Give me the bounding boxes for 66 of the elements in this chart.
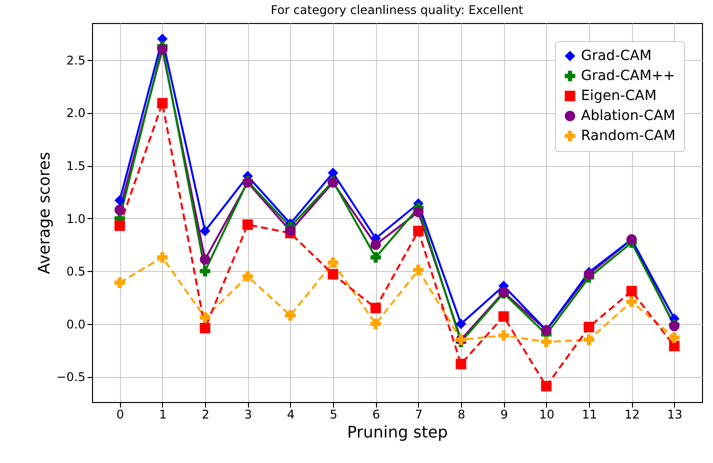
x-tick-label: 4 — [287, 408, 295, 422]
y-tick-label: 0.0 — [66, 317, 86, 332]
x-tick-label: 8 — [458, 408, 466, 422]
point — [200, 226, 210, 236]
x-tick-label: 1 — [159, 408, 167, 422]
x-tick-label: 3 — [244, 408, 252, 422]
y-tick-label: 1.5 — [66, 159, 86, 174]
legend-label: Ablation-CAM — [581, 108, 676, 124]
x-tick-label: 5 — [330, 408, 338, 422]
point — [328, 269, 338, 280]
x-tick-label: 11 — [582, 408, 598, 422]
point — [456, 318, 466, 330]
point — [114, 204, 125, 216]
point — [370, 239, 381, 250]
chart-title: For category cleanliness quality: Excellent — [270, 3, 524, 17]
point — [541, 336, 552, 348]
x-tick-label: 13 — [667, 408, 682, 422]
point — [413, 206, 424, 218]
x-tick-label: 10 — [539, 408, 554, 422]
point — [541, 380, 552, 392]
x-tick-label: 7 — [415, 408, 423, 422]
point — [242, 219, 253, 230]
point — [157, 44, 168, 55]
y-tick-label: −0.5 — [56, 370, 86, 384]
point — [200, 312, 210, 323]
point — [626, 296, 637, 307]
y-tick-label: 2.5 — [66, 53, 86, 68]
point — [584, 322, 594, 332]
x-tick-label: 6 — [372, 408, 380, 422]
y-tick-label: 0.5 — [66, 264, 86, 279]
legend-label: Eigen-CAM — [581, 88, 657, 104]
point — [157, 98, 168, 108]
point — [285, 310, 296, 321]
point — [498, 311, 509, 322]
point — [498, 330, 509, 341]
point — [584, 334, 594, 345]
point — [584, 269, 594, 280]
legend-label: Random-CAM — [581, 128, 676, 144]
y-tick-label: 2.0 — [66, 106, 86, 120]
point — [669, 332, 680, 343]
x-tick-label: 12 — [624, 408, 640, 422]
point — [413, 226, 424, 236]
y-axis-title: Average scores — [34, 152, 54, 274]
x-tick-label: 9 — [500, 408, 508, 422]
legend-label: Grad-CAM — [581, 48, 652, 64]
point — [669, 340, 680, 352]
point — [200, 266, 210, 276]
point — [157, 252, 168, 263]
y-tick-label: 1.0 — [66, 212, 86, 226]
point — [413, 264, 424, 276]
point — [370, 252, 381, 263]
legend-label: Grad-CAM++ — [581, 68, 676, 84]
x-tick-label: 2 — [202, 408, 210, 422]
point — [114, 195, 125, 206]
point — [114, 277, 125, 288]
point — [242, 271, 253, 282]
point — [114, 220, 125, 231]
point — [456, 358, 466, 370]
point — [328, 257, 338, 268]
point — [626, 286, 637, 296]
point — [370, 302, 381, 314]
x-axis-title: Pruning step — [347, 422, 448, 442]
x-tick-label: 0 — [116, 408, 124, 422]
point — [200, 254, 210, 265]
point — [370, 318, 381, 330]
point — [200, 322, 210, 334]
